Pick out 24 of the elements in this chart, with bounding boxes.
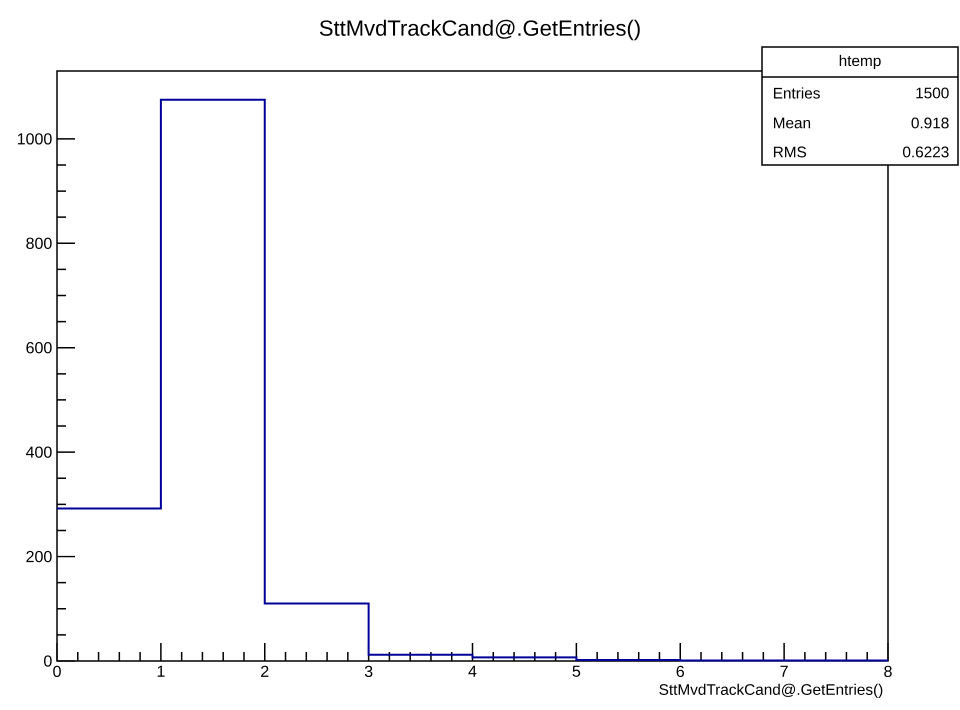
x-tick-label: 0 bbox=[53, 666, 61, 678]
x-axis-title: SttMvdTrackCand@.GetEntries() bbox=[659, 684, 882, 698]
y-tick-label: 400 bbox=[26, 446, 52, 458]
annotation: Mean bbox=[774, 118, 810, 128]
x-tick-label: 4 bbox=[468, 666, 476, 677]
annotation: Entries bbox=[774, 87, 820, 99]
text: 0.918 bbox=[912, 118, 949, 128]
x-tick-label: 7 bbox=[780, 666, 788, 677]
chart-title: SttMvdTrackCand@.GetEntries() bbox=[320, 20, 640, 40]
x-tick-label: 1 bbox=[158, 666, 165, 677]
text: 1500 bbox=[916, 88, 949, 98]
text: htemp bbox=[840, 54, 881, 70]
x-tick-label: 8 bbox=[884, 666, 892, 678]
y-tick-label: 200 bbox=[26, 550, 52, 562]
x-tick-label: 3 bbox=[364, 666, 372, 678]
x-tick-label: 2 bbox=[261, 666, 268, 677]
annotation: RMS bbox=[774, 146, 806, 158]
text: 0.6223 bbox=[903, 146, 949, 158]
y-tick-label: 1000 bbox=[18, 133, 52, 145]
y-tick-label: 0 bbox=[44, 655, 52, 667]
x-tick-label: 5 bbox=[572, 666, 580, 677]
y-tick-label: 600 bbox=[26, 342, 52, 354]
x-tick-label: 6 bbox=[676, 666, 684, 678]
y-tick-label: 800 bbox=[26, 238, 52, 249]
